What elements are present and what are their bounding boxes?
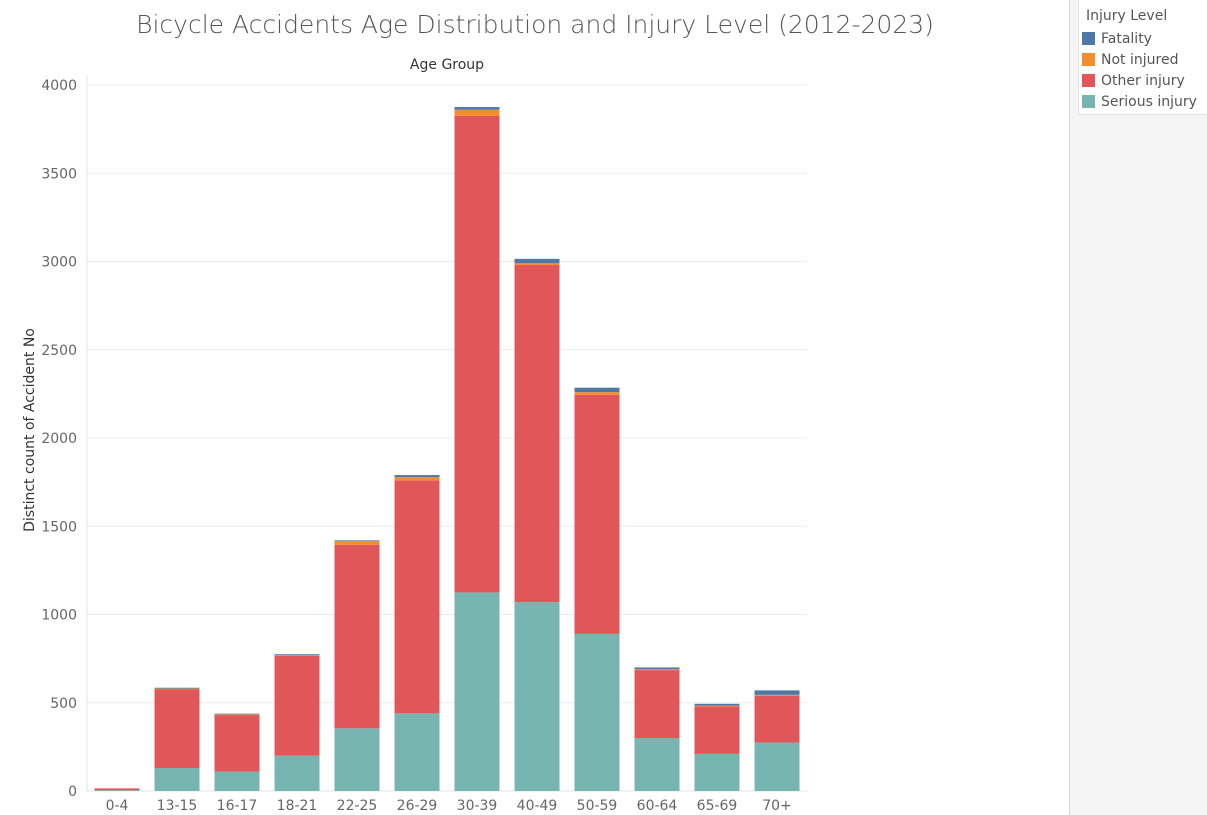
- legend-title: Injury Level: [1086, 8, 1168, 24]
- legend-label-not-injured: Not injured: [1101, 51, 1179, 68]
- y-tick-label: 1500: [41, 519, 77, 535]
- y-tick-label: 1000: [41, 608, 77, 624]
- y-tick-label: 3500: [41, 166, 77, 182]
- x-tick-label: 16-17: [217, 798, 258, 814]
- bars[interactable]: [94, 107, 800, 791]
- legend-swatch-fatality: [1082, 32, 1095, 45]
- bar-segment-other-injury[interactable]: [274, 655, 320, 756]
- y-tick-labels: 0 500 1000 1500 2000 2500 3000 3500 4000: [41, 78, 77, 800]
- x-tick-label: 60-64: [637, 798, 678, 814]
- bar-segment-fatality[interactable]: [214, 713, 260, 715]
- bar-segment-other-injury[interactable]: [214, 715, 260, 772]
- bar-segment-fatality[interactable]: [754, 690, 800, 695]
- legend-label-fatality: Fatality: [1101, 30, 1152, 47]
- bar-segment-serious-injury[interactable]: [754, 742, 800, 791]
- bar-segment-serious-injury[interactable]: [334, 728, 380, 791]
- bar-segment-serious-injury[interactable]: [694, 753, 740, 791]
- bar-segment-not-injured[interactable]: [394, 477, 440, 481]
- x-tick-label: 50-59: [577, 798, 618, 814]
- bar-segment-not-injured[interactable]: [214, 714, 260, 716]
- bar-segment-serious-injury[interactable]: [214, 771, 260, 791]
- legend-label-serious-injury: Serious injury: [1101, 93, 1197, 110]
- bar-segment-not-injured[interactable]: [694, 705, 740, 707]
- bar-segment-serious-injury[interactable]: [274, 755, 320, 791]
- legend-swatch-not-injured: [1082, 53, 1095, 66]
- bar-segment-serious-injury[interactable]: [454, 592, 500, 791]
- bar-segment-fatality[interactable]: [634, 667, 680, 670]
- legend-label-other-injury: Other injury: [1101, 72, 1185, 89]
- y-tick-label: 500: [50, 696, 77, 712]
- x-tick-labels: 0-4 13-15 16-17 18-21 22-25 26-29 30-39 40-49 50…: [106, 798, 792, 814]
- legend-swatch-serious-injury: [1082, 95, 1095, 108]
- bar-segment-not-injured[interactable]: [574, 392, 620, 395]
- bar-segment-other-injury[interactable]: [94, 788, 140, 791]
- x-tick-label: 13-15: [157, 798, 198, 814]
- x-tick-label: 40-49: [517, 798, 558, 814]
- bar-segment-not-injured[interactable]: [634, 669, 680, 671]
- bar-segment-not-injured[interactable]: [154, 688, 200, 690]
- y-axis-title: Distinct count of Accident No: [22, 328, 38, 532]
- legend-item-fatality[interactable]: Fatality: [1079, 28, 1207, 49]
- bar-segment-other-injury[interactable]: [154, 689, 200, 769]
- bar-segment-other-injury[interactable]: [634, 670, 680, 739]
- bar-segment-not-injured[interactable]: [274, 655, 320, 656]
- legend[interactable]: Injury Level Fatality Not injured Other …: [1078, 0, 1207, 115]
- bar-segment-serious-injury[interactable]: [574, 633, 620, 791]
- stacked-bar-chart: 0 500 1000 1500 2000 2500 3000 3500 4000 0-4 13-1…: [22, 57, 807, 814]
- bar-segment-fatality[interactable]: [334, 540, 380, 542]
- chart-title: Bicycle Accidents Age Distribution and I…: [136, 10, 934, 39]
- bar-segment-serious-injury[interactable]: [394, 713, 440, 791]
- legend-panel: Injury Level Fatality Not injured Other …: [1069, 0, 1207, 815]
- bar-segment-fatality[interactable]: [394, 475, 440, 478]
- bar-segment-not-injured[interactable]: [754, 694, 800, 696]
- x-tick-label: 18-21: [277, 798, 318, 814]
- bar-segment-fatality[interactable]: [694, 703, 740, 706]
- y-tick-label: 3000: [41, 255, 77, 271]
- bar-segment-fatality[interactable]: [574, 387, 620, 393]
- x-tick-label: 65-69: [697, 798, 738, 814]
- x-tick-label: 26-29: [397, 798, 438, 814]
- bar-segment-fatality[interactable]: [454, 107, 500, 110]
- x-tick-label: 22-25: [337, 798, 378, 814]
- bar-segment-not-injured[interactable]: [514, 263, 560, 266]
- bar-segment-other-injury[interactable]: [334, 544, 380, 729]
- y-tick-label: 2000: [41, 431, 77, 447]
- bar-segment-other-injury[interactable]: [574, 394, 620, 634]
- x-tick-label: 0-4: [106, 798, 129, 814]
- bar-segment-serious-injury[interactable]: [154, 768, 200, 791]
- x-tick-label: 30-39: [457, 798, 498, 814]
- bar-segment-not-injured[interactable]: [334, 541, 380, 545]
- bar-segment-serious-injury[interactable]: [514, 602, 560, 791]
- bar-segment-other-injury[interactable]: [454, 115, 500, 593]
- bar-segment-other-injury[interactable]: [394, 480, 440, 714]
- x-axis-header: Age Group: [410, 57, 484, 73]
- bar-segment-not-injured[interactable]: [454, 109, 500, 116]
- gridlines: [86, 75, 807, 792]
- y-tick-label: 0: [68, 784, 77, 800]
- y-tick-label: 4000: [41, 78, 77, 94]
- bar-segment-fatality[interactable]: [274, 654, 320, 656]
- legend-item-other-injury[interactable]: Other injury: [1079, 70, 1207, 91]
- bar-segment-other-injury[interactable]: [754, 695, 800, 743]
- bar-segment-fatality[interactable]: [514, 258, 560, 264]
- y-tick-label: 2500: [41, 343, 77, 359]
- x-tick-label: 70+: [762, 798, 792, 814]
- legend-item-not-injured[interactable]: Not injured: [1079, 49, 1207, 70]
- bar-segment-serious-injury[interactable]: [94, 790, 140, 791]
- bar-segment-other-injury[interactable]: [694, 706, 740, 754]
- bar-segment-other-injury[interactable]: [514, 265, 560, 603]
- legend-item-serious-injury[interactable]: Serious injury: [1079, 91, 1207, 112]
- bar-segment-serious-injury[interactable]: [634, 738, 680, 791]
- legend-swatch-other-injury: [1082, 74, 1095, 87]
- bar-segment-fatality[interactable]: [154, 687, 200, 689]
